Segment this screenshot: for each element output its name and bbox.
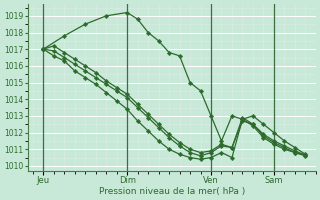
X-axis label: Pression niveau de la mer( hPa ): Pression niveau de la mer( hPa ) [99,187,245,196]
